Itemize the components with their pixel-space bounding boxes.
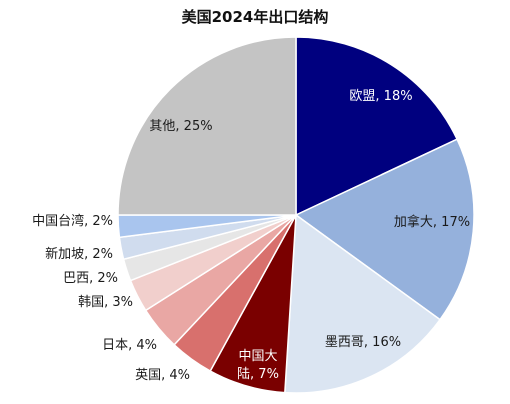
pie-slice-3 <box>284 213 442 394</box>
pie-slice-11 <box>117 36 297 216</box>
slice-label-7: 韩国, 3% <box>78 295 133 310</box>
slice-label-4: 中国大陆, 7% <box>237 349 279 382</box>
slice-label-2: 加拿大, 17% <box>394 214 470 230</box>
slice-label-10: 中国台湾, 2% <box>32 213 113 229</box>
slice-label-5: 英国, 4% <box>135 368 190 383</box>
slice-label-6: 日本, 4% <box>102 338 157 353</box>
slice-label-9: 新加坡, 2% <box>45 246 113 262</box>
pie-slice-1 <box>295 36 459 217</box>
slice-label-3: 墨西哥, 16% <box>325 335 401 350</box>
pie-slice-2 <box>294 138 475 321</box>
slice-label-1: 欧盟, 18% <box>349 89 412 104</box>
slice-label-8: 巴西, 2% <box>63 271 118 286</box>
slice-label-11: 其他, 25% <box>149 119 212 134</box>
chart-title: 美国2024年出口结构 <box>181 8 329 26</box>
